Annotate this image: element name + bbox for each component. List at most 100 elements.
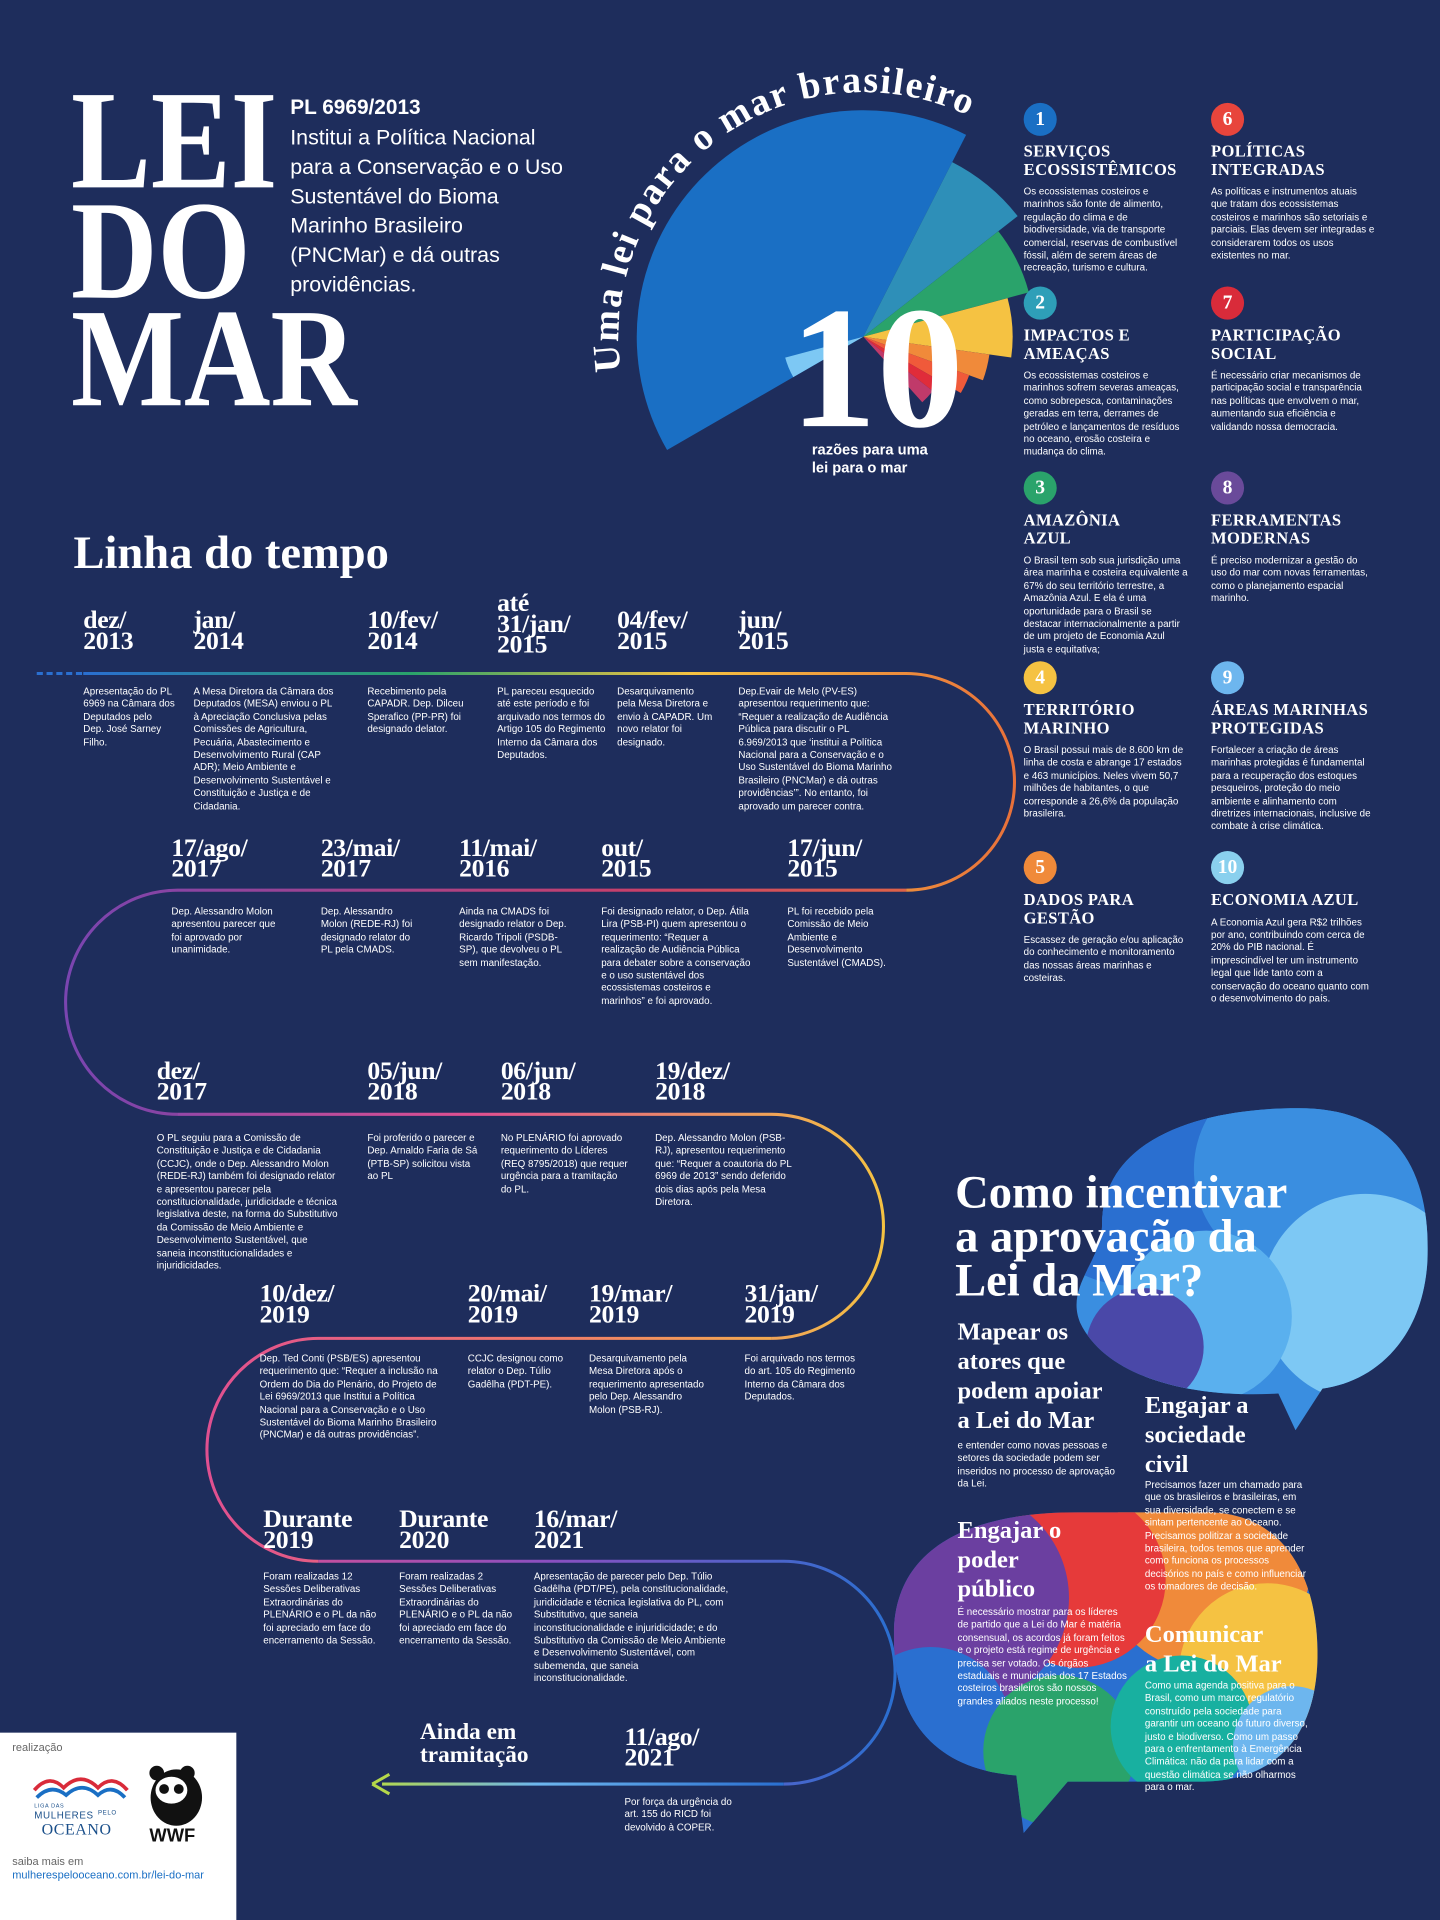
reason-title: PARTICIPAÇÃO SOCIAL: [1211, 325, 1341, 362]
timeline-end-label: Ainda em tramitação: [420, 1719, 529, 1769]
event-text: Dep.Evair de Melo (PV-ES) apresentou req…: [738, 685, 892, 812]
event-text: Foi designado relator, o Dep. Átila Lira…: [601, 906, 751, 1007]
reason-number: 4: [1023, 661, 1057, 695]
event-date: out/ 2015: [601, 832, 652, 883]
event-date: dez/ 2013: [83, 604, 134, 656]
event-text: Dep. Ted Conti (PSB/ES) apresentou reque…: [259, 1353, 438, 1441]
org-logo-text: OCEANO: [41, 1819, 112, 1838]
event-date: 17/jun/ 2015: [787, 832, 862, 883]
event-date: Durante 2019: [263, 1503, 353, 1554]
event-date: jan/ 2014: [193, 604, 244, 656]
reason-title: ÁREAS MARINHAS PROTEGIDAS: [1211, 700, 1369, 737]
event-text: Foi arquivado nos termos do art. 105 do …: [744, 1353, 856, 1403]
reason-card: 2 IMPACTOS E AMEAÇAS Os ecossistemas coste…: [1023, 286, 1188, 459]
reason-text: O Brasil possui mais de 8.600 km de linh…: [1023, 744, 1184, 820]
cta-title: Como incentivar a aprovação da Lei da Ma…: [955, 1166, 1288, 1307]
reason-title: DADOS PARA GESTÃO: [1023, 890, 1135, 927]
event-text: Apresentação do PL 6969 na Câmara dos De…: [83, 685, 175, 748]
event-text: Desarquivamento pela Mesa Diretora e env…: [617, 685, 713, 748]
footer-label: realização: [12, 1741, 63, 1754]
cta-item-title: Engajar a sociedade civil: [1144, 1392, 1249, 1478]
title-line: LEI: [71, 62, 278, 218]
pl-number: PL 6969/2013: [290, 95, 421, 119]
org-logo-text: MULHERES: [34, 1809, 94, 1821]
event-text: A Mesa Diretora da Câmara dos Deputados …: [193, 685, 334, 812]
liga-logo: [32, 1777, 129, 1799]
event-date: até 31/jan/ 2015: [497, 587, 571, 659]
event-text: Desarquivamento pela Mesa Diretora após …: [588, 1353, 704, 1416]
reason-number: 5: [1023, 851, 1057, 885]
reason-card: 6 POLÍTICAS INTEGRADAS As políticas e inst…: [1211, 102, 1375, 263]
reason-card: 3 AMAZÔNIA AZUL O Brasil tem sob sua juris…: [1023, 471, 1188, 656]
event-date: 10/dez/ 2019: [259, 1278, 335, 1329]
pl-description: Institui a Política Nacional para a Cons…: [290, 124, 563, 297]
wwf-panda: [149, 1765, 203, 1826]
fan-wedge: [785, 336, 864, 378]
event-text: Apresentação de parecer pelo Dep. Túlio …: [533, 1571, 729, 1684]
event-text: PL pareceu esquecido até este período e …: [497, 685, 606, 761]
event-text: Foi proferido o parecer e Dep. Arnaldo F…: [367, 1132, 478, 1182]
reason-card: 8 FERRAMENTAS MODERNAS É preciso moderniza…: [1211, 471, 1375, 605]
footer-more: saiba mais em: [12, 1855, 84, 1868]
event-date: 11/mai/ 2016: [459, 832, 537, 883]
fan-wedge: [863, 336, 990, 381]
event-date: 16/mar/ 2021: [533, 1503, 618, 1554]
reason-number: 8: [1211, 471, 1245, 505]
cta-item-text: É necessário mostrar para os líderes de …: [957, 1606, 1127, 1707]
event-date: Durante 2020: [399, 1503, 489, 1554]
cta-item-text: Como uma agenda positiva para o Brasil, …: [1144, 1680, 1308, 1793]
reason-card: 9 ÁREAS MARINHAS PROTEGIDAS Fortalecer a c…: [1211, 661, 1375, 833]
event-date: 19/mar/ 2019: [588, 1278, 673, 1329]
reason-text: Escassez de geração e/ou aplicação do co…: [1023, 934, 1184, 984]
reason-number: 7: [1211, 286, 1245, 320]
reason-card: 5 DADOS PARA GESTÃO Escassez de geração e/…: [1023, 851, 1188, 985]
reason-text: Os ecossistemas costeiros e marinhos sof…: [1023, 369, 1180, 458]
event-date: 19/dez/ 2018: [655, 1055, 730, 1106]
reason-text: Fortalecer a criação de áreas marinhas p…: [1211, 744, 1371, 832]
reason-number: 6: [1211, 102, 1245, 136]
reason-text: A Economia Azul gera R$2 trilhões por an…: [1211, 916, 1369, 1005]
event-text: O PL seguiu para a Comissão de Constitui…: [156, 1132, 338, 1272]
cta-item-title: Comunicar a Lei do Mar: [1144, 1621, 1282, 1678]
reason-card: 7 PARTICIPAÇÃO SOCIAL É necessário criar m…: [1211, 286, 1375, 434]
cta-item-text: e entender como novas pessoas e setores …: [957, 1440, 1115, 1490]
reason-text: O Brasil tem sob sua jurisdição uma área…: [1023, 554, 1188, 655]
event-date: 20/mai/ 2019: [467, 1278, 547, 1329]
title-line: MAR: [71, 280, 357, 436]
event-date: jun/ 2015: [738, 604, 789, 656]
event-text: PL foi recebido pela Comissão de Meio Am…: [787, 906, 886, 969]
fan-wedge: [863, 336, 933, 403]
reason-title: IMPACTOS E AMEAÇAS: [1023, 325, 1131, 362]
fan-wedge: [863, 162, 1018, 337]
event-date: 11/ago/ 2021: [624, 1721, 700, 1772]
reason-card: 4 TERRITÓRIO MARINHO O Brasil possui mais …: [1023, 661, 1188, 821]
event-text: Ainda na CMADS foi designado relator o D…: [459, 906, 567, 969]
footer-box: [0, 1732, 237, 1920]
cta-item-text: Precisamos fazer um chamado para que os …: [1144, 1479, 1307, 1593]
event-text: Foram realizadas 2 Sessões Deliberativas…: [399, 1571, 513, 1646]
reason-card: 1 SERVIÇOS ECOSSISTÊMICOS Os ecossistemas …: [1023, 102, 1188, 275]
event-date: dez/ 2017: [156, 1055, 207, 1106]
reason-card: 10 ECONOMIA AZUL A Economia Azul gera R$2 …: [1211, 851, 1375, 1006]
fan-wedge: [863, 336, 970, 394]
event-date: 05/jun/ 2018: [367, 1055, 442, 1106]
org-logo-text: LIGA DAS: [34, 1802, 65, 1809]
timeline-title: Linha do tempo: [73, 527, 389, 580]
reason-number: 1: [1023, 102, 1057, 136]
event-date: 23/mai/ 2017: [320, 832, 400, 883]
title-line: DO: [71, 172, 251, 329]
fan-number: 10: [790, 271, 964, 464]
event-text: No PLENÁRIO foi aprovado requerimento do…: [500, 1132, 628, 1195]
reason-title: FERRAMENTAS MODERNAS: [1211, 510, 1342, 547]
event-date: 04/fev/ 2015: [617, 604, 688, 656]
event-text: Dep. Alessandro Molon (PSB-RJ), apresent…: [655, 1132, 792, 1208]
reason-title: POLÍTICAS INTEGRADAS: [1211, 142, 1325, 179]
fan-wedge: [863, 336, 951, 399]
event-date: 10/fev/ 2014: [367, 604, 438, 656]
cta-item-title: Mapear os atores que podem apoiar a Lei …: [957, 1318, 1103, 1434]
fan-wedge: [863, 298, 1013, 358]
fan-wedge: [636, 110, 967, 451]
